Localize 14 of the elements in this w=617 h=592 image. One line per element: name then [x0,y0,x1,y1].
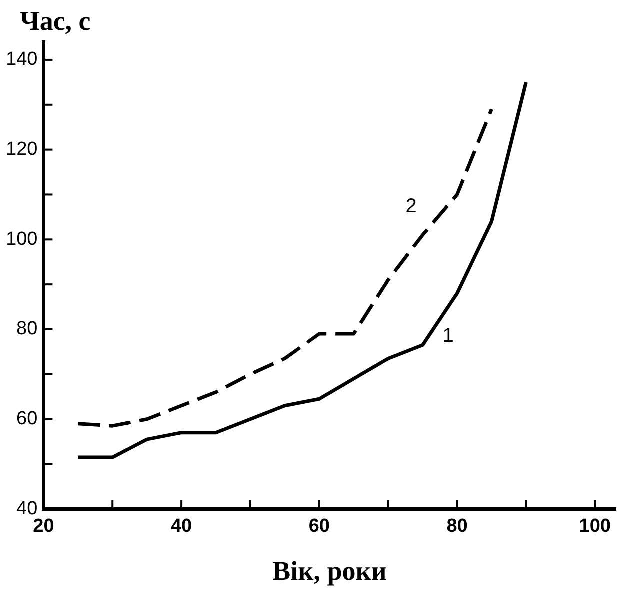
series-label: 1 [442,325,454,348]
x-axis-title: Вік, роки [272,556,387,586]
x-tick-label: 80 [446,516,468,537]
y-axis-title: Час, с [20,6,91,36]
x-tick-label: 60 [308,516,330,537]
x-tick-label: 40 [170,516,192,537]
y-tick-label: 80 [16,318,38,340]
y-tick-label: 100 [6,228,38,250]
line-series [76,108,494,428]
x-tick-label: 100 [579,516,611,537]
y-tick-label: 120 [6,139,38,160]
y-tick-label: 140 [6,49,38,70]
y-tick-label: 60 [16,408,38,430]
series-label: 2 [406,195,417,218]
